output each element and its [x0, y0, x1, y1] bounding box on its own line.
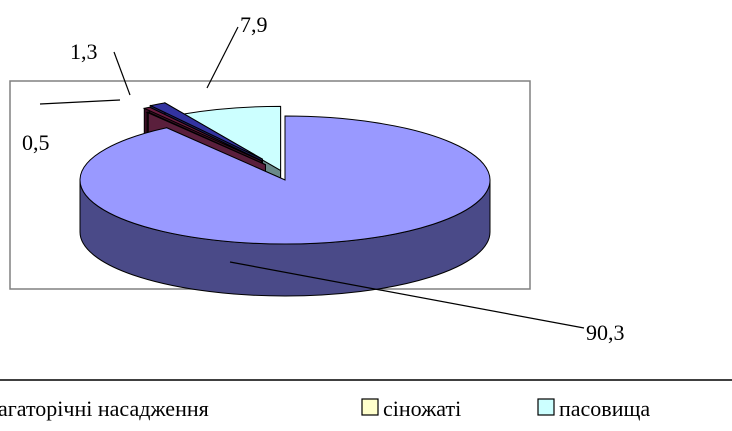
- leader-line-3: [113, 51, 131, 96]
- data-label-0: 90,3: [586, 320, 625, 345]
- legend-swatch-2: [537, 398, 555, 416]
- legend-swatch-1: [361, 398, 379, 416]
- legend-label-2: пасовища: [559, 396, 650, 421]
- data-label-4: 7,9: [240, 12, 268, 37]
- leader-line-4: [206, 26, 239, 89]
- pie-slice-top-2: [142, 106, 262, 162]
- data-label-3: 1,3: [70, 39, 98, 64]
- leader-lines: [39, 26, 585, 329]
- pie-slice-top-1: [145, 111, 266, 166]
- pie-slice-0: [79, 115, 491, 297]
- legend: агаторічні насадження сіножаті пасовища: [0, 396, 650, 421]
- data-label-2: 0,5: [22, 130, 50, 155]
- legend-label-1: сіножаті: [383, 396, 461, 421]
- legend-label-0: агаторічні насадження: [0, 396, 209, 421]
- leader-line-0: [229, 261, 585, 329]
- leader-line-2: [39, 99, 121, 105]
- pie-slice-top-0: [79, 115, 491, 245]
- pie-slices: [79, 102, 491, 297]
- data-labels: 90,3 0,5 1,3 7,9: [22, 12, 625, 345]
- pie-slice-top-3: [149, 102, 263, 160]
